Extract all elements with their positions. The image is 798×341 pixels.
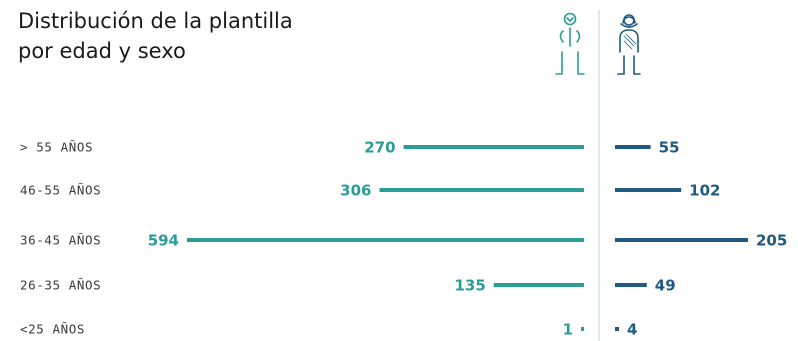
female-figure-icon (617, 14, 641, 75)
female-value-label: 4 (627, 321, 637, 339)
female-bar (615, 145, 651, 149)
male-value-label: 306 (340, 182, 371, 200)
female-bar (615, 188, 682, 192)
category-label: > 55 AÑOS (20, 140, 93, 155)
male-bar (493, 283, 584, 287)
male-bar (379, 188, 584, 192)
male-bar (403, 145, 584, 149)
chart-row: 36-45 AÑOS 594 205 (20, 232, 787, 250)
female-value-label: 102 (689, 182, 720, 200)
male-value-label: 135 (454, 277, 485, 295)
male-value-label: 594 (148, 232, 179, 250)
male-figure-icon (555, 12, 585, 75)
male-bar (581, 327, 584, 331)
male-value-label: 1 (563, 321, 573, 339)
chart-title-line-2: por edad y sexo (18, 39, 186, 63)
female-bar (615, 283, 647, 287)
female-value-label: 49 (655, 277, 676, 295)
female-value-label: 55 (659, 139, 680, 157)
chart-row: 46-55 AÑOS 306 102 (20, 182, 720, 200)
female-bar (615, 238, 748, 242)
female-value-label: 205 (756, 232, 787, 250)
chart-row: 26-35 AÑOS 135 49 (20, 277, 676, 295)
chart-row: > 55 AÑOS 270 55 (20, 139, 680, 157)
female-bar (615, 327, 619, 331)
chart-title-line-1: Distribución de la plantilla (18, 9, 293, 33)
male-value-label: 270 (364, 139, 395, 157)
chart-rows: > 55 AÑOS 270 55 46-55 AÑOS 306 102 36-45 AÑOS… (20, 139, 787, 339)
male-bar (187, 238, 584, 242)
category-label: 26-35 AÑOS (20, 278, 101, 293)
category-label: 36-45 AÑOS (20, 233, 101, 248)
category-label: <25 AÑOS (20, 322, 85, 337)
chart-title: Distribución de la plantilla por edad y … (18, 6, 293, 66)
chart-row: <25 AÑOS 1 4 (20, 321, 637, 339)
category-label: 46-55 AÑOS (20, 183, 101, 198)
